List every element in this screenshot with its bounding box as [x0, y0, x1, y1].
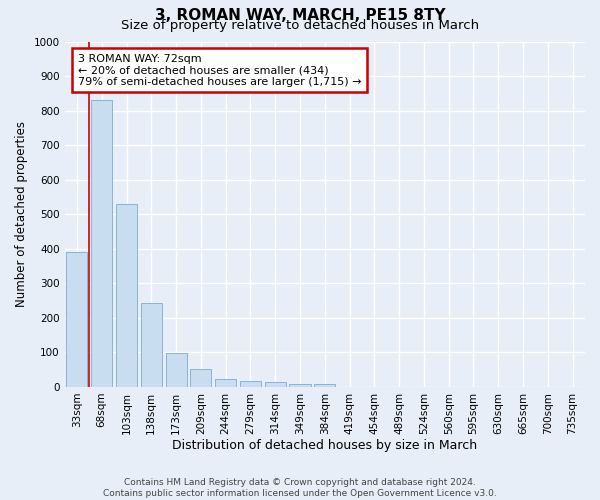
Bar — [67, 252, 88, 387]
Text: Size of property relative to detached houses in March: Size of property relative to detached ho… — [121, 18, 479, 32]
Bar — [289, 384, 311, 387]
Bar — [314, 384, 335, 387]
Text: 3 ROMAN WAY: 72sqm
← 20% of detached houses are smaller (434)
79% of semi-detach: 3 ROMAN WAY: 72sqm ← 20% of detached hou… — [77, 54, 361, 87]
Bar — [91, 100, 112, 387]
Text: Contains HM Land Registry data © Crown copyright and database right 2024.
Contai: Contains HM Land Registry data © Crown c… — [103, 478, 497, 498]
Bar — [240, 381, 261, 387]
Bar — [265, 382, 286, 387]
Bar — [190, 369, 211, 387]
Bar — [166, 354, 187, 387]
X-axis label: Distribution of detached houses by size in March: Distribution of detached houses by size … — [172, 440, 478, 452]
Text: 3, ROMAN WAY, MARCH, PE15 8TY: 3, ROMAN WAY, MARCH, PE15 8TY — [155, 8, 445, 22]
Y-axis label: Number of detached properties: Number of detached properties — [15, 121, 28, 307]
Bar — [215, 380, 236, 387]
Bar — [141, 304, 162, 387]
Bar — [116, 204, 137, 387]
